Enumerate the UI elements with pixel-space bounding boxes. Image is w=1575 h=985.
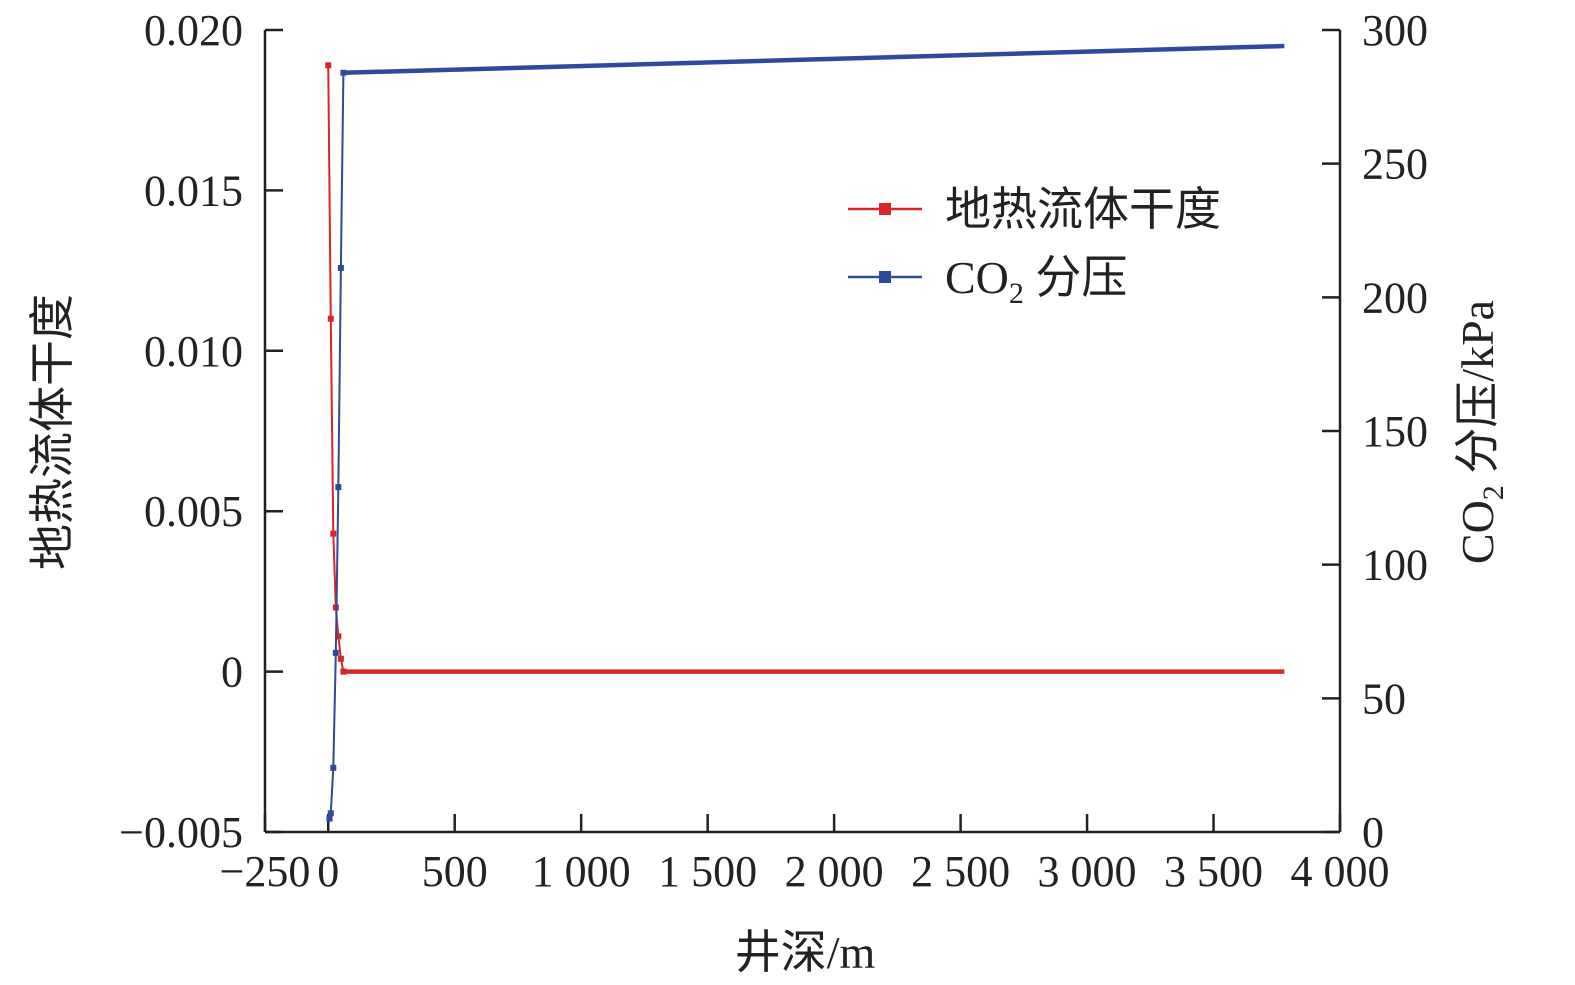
y-right-tick-label: 200	[1362, 273, 1428, 322]
series-1	[325, 62, 1285, 675]
x-axis-title: 井深/m	[735, 927, 876, 978]
x-tick-label: −250	[220, 847, 311, 896]
series-marker	[327, 315, 334, 322]
x-tick-label: 1 000	[532, 847, 631, 896]
x-tick-label: 4 000	[1291, 847, 1390, 896]
x-tick-label: 3 500	[1164, 847, 1263, 896]
y-left-tick-label: 0.020	[144, 6, 243, 55]
y-left-tick-label: 0	[221, 648, 243, 697]
legend-swatch-marker	[879, 271, 891, 283]
y-left-tick-label: −0.005	[119, 808, 243, 857]
y-axis-title-right: CO2 分压/kPa	[1452, 300, 1510, 564]
series-marker	[327, 810, 334, 817]
y-left-tick-label: 0.010	[144, 327, 243, 376]
y-left-tick-label: 0.005	[144, 487, 243, 536]
y-right-tick-label: 0	[1362, 808, 1384, 857]
series-marker	[332, 649, 339, 656]
legend-item-1: 地热流体干度	[848, 184, 1221, 235]
y-right-tick-label: 300	[1362, 6, 1428, 55]
x-tick-label: 0	[317, 847, 339, 896]
series-marker	[340, 668, 347, 675]
series-line-rise	[327, 65, 345, 672]
series-marker	[326, 815, 333, 822]
axes: −250 0 500 1 000 1 500 2 000 2 500 3 000 3 500 4 …	[119, 6, 1428, 896]
x-tick-label: 2 000	[785, 847, 884, 896]
series-marker	[330, 764, 337, 771]
series-marker	[340, 69, 347, 76]
legend-label: CO2 分压	[945, 252, 1127, 310]
series-layer	[325, 43, 1285, 822]
y-axis-title-left: 地热流体干度	[27, 294, 78, 570]
legend-label: 地热流体干度	[945, 184, 1221, 235]
series-2	[326, 43, 1285, 822]
series-line-flat	[343, 43, 1285, 76]
legend-swatch-marker	[879, 203, 891, 215]
y-axis-title-right-rest: 分压/kPa	[1452, 300, 1503, 485]
series-marker	[335, 484, 342, 491]
series-marker	[337, 655, 344, 662]
y-left-tick-label: 0.015	[144, 166, 243, 215]
series-marker	[335, 633, 342, 640]
x-tick-label: 2 500	[911, 847, 1010, 896]
x-tick-label: 3 000	[1038, 847, 1137, 896]
x-tick-label: 500	[422, 847, 488, 896]
legend-item-2: CO2 分压	[848, 252, 1127, 310]
y-right-tick-label: 150	[1362, 407, 1428, 456]
y-axis-title-right-main: CO	[1452, 500, 1503, 564]
legend: 地热流体干度 CO2 分压	[848, 184, 1221, 310]
series-marker	[325, 62, 332, 69]
y-right-tick-label: 50	[1362, 674, 1406, 723]
y-axis-title-right-sub: 2	[1477, 485, 1510, 500]
y-right-tick-label: 100	[1362, 541, 1428, 590]
y-right-tick-label: 250	[1362, 140, 1428, 189]
series-marker	[330, 530, 337, 537]
x-tick-label: 1 500	[658, 847, 757, 896]
series-marker	[337, 264, 344, 271]
